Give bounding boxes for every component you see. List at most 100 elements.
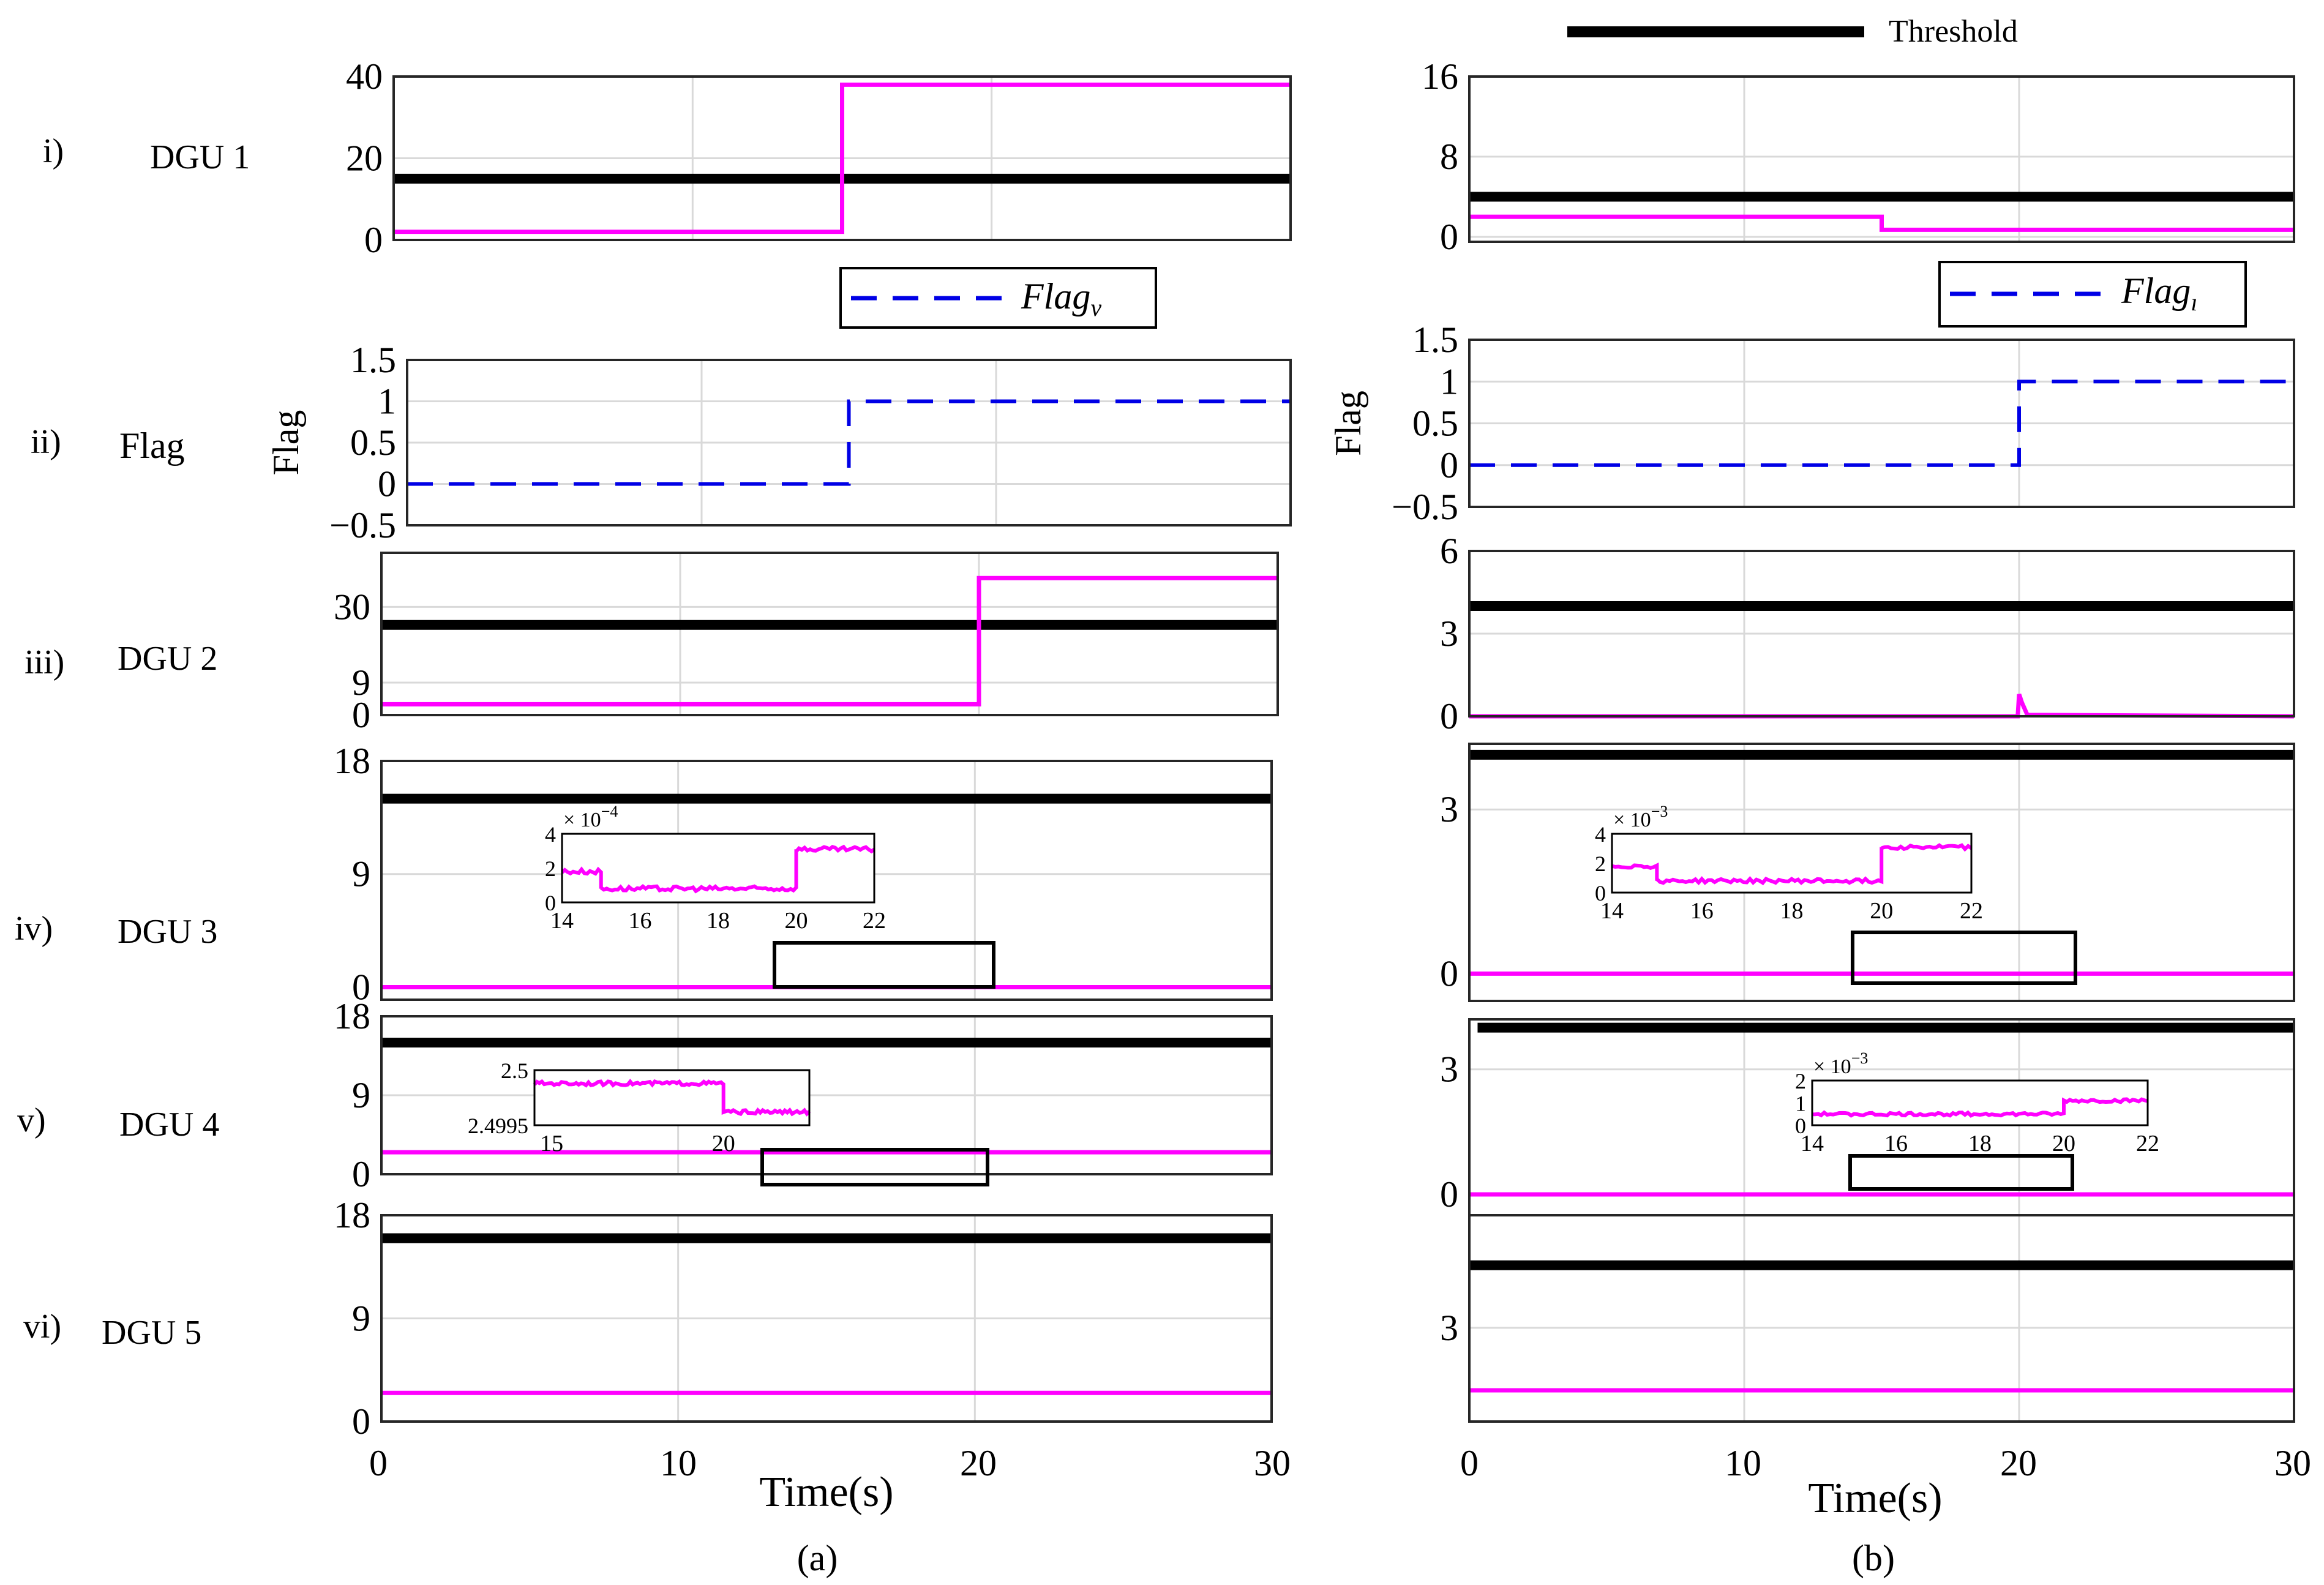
inset-x-tick-label: 14 <box>550 908 574 934</box>
y-tick-label: 18 <box>334 1195 370 1235</box>
column-a-bottom: 0 10 20 30 Time(s) (a) <box>369 1443 1291 1578</box>
y-tick-label: 8 <box>1440 137 1458 177</box>
y-tick-label: 0 <box>352 695 370 735</box>
inset-frame <box>561 833 875 904</box>
y-tick-label: 3 <box>1440 1049 1458 1090</box>
inset-x-tick-label: 20 <box>712 1131 735 1156</box>
x-tick-a-20: 20 <box>960 1443 997 1483</box>
inset-y-tick-label: 2.5 <box>501 1059 528 1083</box>
plot-area <box>1469 1215 2294 1422</box>
inset-y-tick-label: 2 <box>545 856 556 881</box>
inset-x-tick-label: 16 <box>629 908 652 934</box>
legend-flag-v-label: Flagv <box>1021 276 1101 321</box>
plot-area <box>1469 77 2294 242</box>
row-4-name: DGU 3 <box>118 913 217 951</box>
y-tick-label: 0 <box>364 220 383 260</box>
row-1-num: i) <box>43 132 64 170</box>
plot-frame <box>380 1015 1273 1175</box>
y-tick-label: 9 <box>352 662 370 703</box>
inset-x-tick-label: 18 <box>707 908 730 934</box>
inset-residual-line <box>1812 1097 2148 1118</box>
y-tick-label: 0.5 <box>350 422 396 463</box>
y-tick-label: 3 <box>1440 613 1458 654</box>
residual-line <box>1469 214 2294 232</box>
y-axis-label: Flag <box>266 410 306 476</box>
inset-residual-line <box>561 844 875 894</box>
inset-exponent: −4 <box>601 803 618 820</box>
zoom-region-box <box>773 941 995 989</box>
inset-frame <box>1811 1079 2149 1126</box>
y-tick-label: 3 <box>1440 1308 1458 1348</box>
y-tick-label: 9 <box>352 854 370 894</box>
inset-exponent: −3 <box>1651 803 1668 820</box>
inset-area <box>562 834 874 902</box>
x-tick-a-0: 0 <box>369 1443 388 1483</box>
inset-exponent: −3 <box>1851 1049 1869 1067</box>
row-3-name: DGU 2 <box>118 640 217 678</box>
y-tick-label: 18 <box>334 741 370 781</box>
inset-y-tick-label: 2 <box>1595 852 1606 876</box>
inset-frame <box>1611 833 1973 894</box>
column-b-bottom: 0 10 20 30 Time(s) (b) <box>1460 1443 2311 1578</box>
y-tick-label: 1.5 <box>1412 320 1458 360</box>
row-5-name: DGU 4 <box>119 1106 219 1144</box>
inset-x-tick-label: 16 <box>1690 898 1714 924</box>
panel-b6: 3 <box>1440 1214 2295 1423</box>
y-tick-label: 0 <box>1440 217 1458 257</box>
plot-frame <box>1468 550 2295 718</box>
zoom-region-box <box>760 1148 989 1186</box>
inset-y-tick-label: 1 <box>1795 1092 1806 1116</box>
plot-frame <box>380 760 1273 1001</box>
inset-residual-line <box>1611 843 1973 886</box>
inset-frame <box>533 1069 811 1126</box>
panel-a1: 40 20 0 <box>346 56 1292 260</box>
y-tick-label: 0 <box>1440 953 1458 994</box>
residual-line <box>394 82 1291 234</box>
x-tick-b-10: 10 <box>1725 1443 1761 1483</box>
y-tick-label: 6 <box>1440 531 1458 571</box>
caption-b: (b) <box>1852 1538 1895 1578</box>
legend-flag-v: Flagv <box>839 267 1157 329</box>
x-axis-label-b: Time(s) <box>1808 1475 1942 1522</box>
inset-y-tick-label: 4 <box>545 822 556 847</box>
panel-a3: 30 90 <box>334 552 1279 735</box>
row-2-num: ii) <box>31 423 61 461</box>
legend-flag-i: Flagı <box>1938 261 2247 328</box>
inset-y-tick-label: 0 <box>1795 1114 1806 1138</box>
inset-x-tick-label: 16 <box>1884 1131 1908 1156</box>
panel-b2: 1.510.50−0.5 Flag <box>1328 320 2295 527</box>
y-tick-label: 30 <box>334 586 370 627</box>
legend-flag-i-label: Flagı <box>2121 271 2197 316</box>
y-tick-label: 1.5 <box>350 340 396 380</box>
inset-x-tick-label: 15 <box>540 1131 563 1156</box>
inset-y-tick-label: 2 <box>1795 1069 1806 1093</box>
inset-a5: 15 20 2.5 2.4995 <box>468 1059 811 1156</box>
threshold-legend: Threshold <box>1567 14 2018 49</box>
inset-y-tick-label: 2.4995 <box>468 1114 528 1138</box>
x-tick-b-30: 30 <box>2274 1443 2311 1483</box>
y-tick-label: 0.5 <box>1412 403 1458 444</box>
plot-frame <box>380 1214 1273 1423</box>
y-tick-label: 0 <box>1440 445 1458 485</box>
inset-residual-line <box>533 1078 811 1117</box>
plot-frame <box>380 552 1279 716</box>
inset-x-tick-label: 18 <box>1968 1131 1992 1156</box>
inset-y-tick-label: 0 <box>1595 881 1606 905</box>
y-axis-label: Flag <box>1328 391 1368 456</box>
inset-x-tick-label: 14 <box>1600 898 1624 924</box>
inset-x-tick-label: 22 <box>1960 898 1983 924</box>
threshold-legend-label: Threshold <box>1889 14 2018 49</box>
y-tick-label: 0 <box>1440 1174 1458 1215</box>
plot-frame <box>1468 75 2295 243</box>
row-5-num: v) <box>17 1101 46 1139</box>
y-tick-label: 0 <box>352 967 370 1007</box>
plot-frame <box>1468 339 2295 508</box>
panel-a5: 18 9 0 15 20 2.5 2.4995 <box>334 996 1273 1194</box>
inset-x-tick-label: 14 <box>1801 1131 1824 1156</box>
